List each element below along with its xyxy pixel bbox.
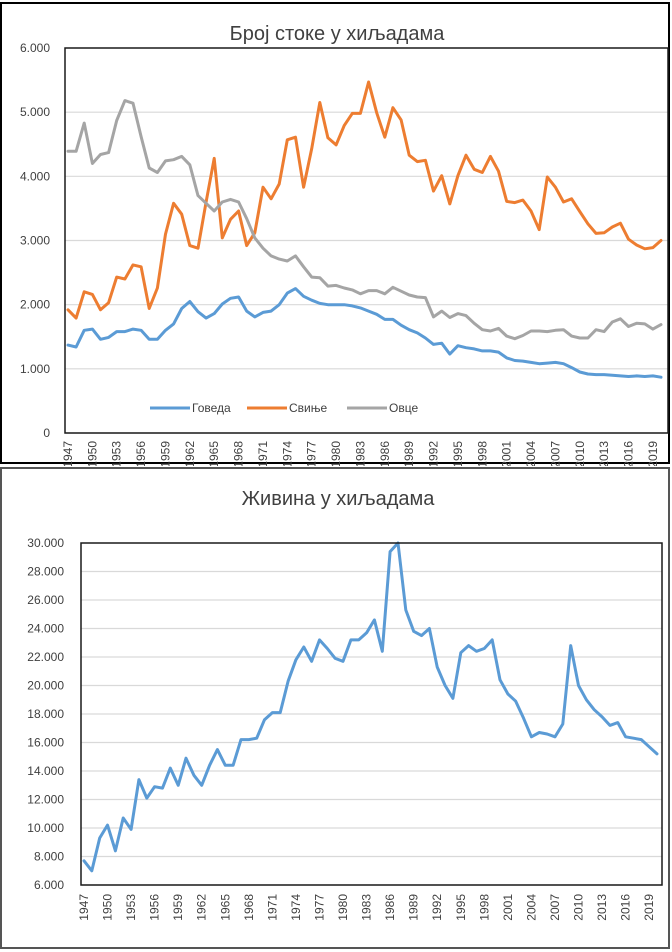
x-tick-label: 1992 [427, 441, 441, 466]
x-tick-label: 1986 [378, 441, 392, 466]
x-tick-label: 2016 [622, 441, 636, 466]
x-tick-label: 1992 [430, 894, 444, 921]
x-tick-label: 2016 [619, 894, 633, 921]
chart-title: Број стоке у хиљадама [230, 23, 446, 45]
x-tick-label: 1947 [61, 441, 75, 466]
x-tick-label: 1977 [305, 441, 319, 466]
x-tick-label: 1947 [77, 894, 91, 921]
y-tick-label: 0 [43, 426, 50, 440]
x-tick-label: 1971 [265, 894, 279, 921]
x-tick-label: 1968 [232, 441, 246, 466]
x-tick-label: 1953 [124, 894, 138, 921]
x-tick-label: 2001 [501, 894, 515, 921]
x-tick-label: 1998 [475, 441, 489, 466]
x-tick-label: 1983 [360, 894, 374, 921]
x-tick-label: 1974 [289, 894, 303, 921]
x-tick-label: 1995 [454, 894, 468, 921]
y-tick-label: 28.000 [27, 565, 64, 579]
x-tick-label: 1998 [477, 894, 491, 921]
x-tick-label: 2013 [597, 441, 611, 466]
legend-label: Овце [389, 401, 418, 415]
livestock-chart-panel: Број стоке у хиљадама 0 1.000 2.000 3.000 4.… [0, 2, 670, 464]
x-tick-label: 2019 [642, 894, 656, 921]
y-tick-label: 26.000 [27, 593, 64, 607]
x-tick-label: 1968 [242, 894, 256, 921]
x-tick-label: 2007 [548, 894, 562, 921]
x-tick-label: 2013 [595, 894, 609, 921]
y-tick-label: 10.000 [27, 821, 64, 835]
chart-title: Живина у хиљадама [242, 488, 436, 510]
x-tick-label: 1950 [85, 441, 99, 466]
series-line-Овце [68, 101, 661, 339]
x-tick-label: 2010 [572, 894, 586, 921]
x-tick-label: 1962 [183, 441, 197, 466]
y-tick-label: 18.000 [27, 707, 64, 721]
y-tick-label: 6.000 [20, 41, 50, 55]
x-tick-label: 2010 [573, 441, 587, 466]
x-tick-label: 1953 [110, 441, 124, 466]
y-tick-label: 1.000 [20, 362, 50, 376]
y-tick-label: 2.000 [20, 298, 50, 312]
x-tick-label: 1989 [407, 894, 421, 921]
x-tick-label: 1971 [256, 441, 270, 466]
series-line-Свиње [68, 82, 661, 318]
y-tick-label: 8.000 [34, 850, 64, 864]
x-tick-label: 1986 [383, 894, 397, 921]
x-tick-label: 1977 [312, 894, 326, 921]
y-tick-label: 22.000 [27, 650, 64, 664]
x-tick-label: 1983 [353, 441, 367, 466]
x-tick-label: 1962 [195, 894, 209, 921]
x-tick-label: 2004 [524, 441, 538, 466]
livestock-chart: Број стоке у хиљадама 0 1.000 2.000 3.000 4.… [2, 4, 672, 466]
y-tick-label: 3.000 [20, 234, 50, 248]
y-tick-label: 24.000 [27, 622, 64, 636]
x-tick-label: 2019 [646, 441, 660, 466]
x-tick-label: 1956 [148, 894, 162, 921]
x-tick-label: 1974 [280, 441, 294, 466]
y-tick-label: 16.000 [27, 736, 64, 750]
x-tick-label: 1995 [451, 441, 465, 466]
y-tick-label: 20.000 [27, 679, 64, 693]
poultry-chart: Живина у хиљадама 6.000 8.000 10.000 12.000… [2, 469, 672, 951]
poultry-chart-panel: Живина у хиљадама 6.000 8.000 10.000 12.000… [0, 467, 670, 949]
x-tick-label: 1956 [134, 441, 148, 466]
series-line-Говеда [68, 289, 661, 378]
x-tick-label: 2001 [500, 441, 514, 466]
x-tick-label: 1989 [402, 441, 416, 466]
x-tick-label: 1965 [207, 441, 221, 466]
y-tick-label: 6.000 [34, 878, 64, 892]
x-tick-label: 2007 [548, 441, 562, 466]
y-tick-label: 30.000 [27, 536, 64, 550]
legend-label: Свиње [289, 401, 327, 415]
x-tick-label: 1959 [158, 441, 172, 466]
y-tick-label: 14.000 [27, 764, 64, 778]
x-tick-label: 1980 [329, 441, 343, 466]
x-tick-label: 1980 [336, 894, 350, 921]
y-tick-label: 12.000 [27, 793, 64, 807]
legend-label: Говеда [192, 401, 231, 415]
legend: Говеда Свиње Овце [150, 401, 418, 415]
x-tick-label: 1965 [218, 894, 232, 921]
x-tick-label: 2004 [524, 894, 538, 921]
y-tick-label: 4.000 [20, 169, 50, 183]
x-tick-label: 1959 [171, 894, 185, 921]
series-line-Живина [84, 543, 657, 871]
y-tick-label: 5.000 [20, 105, 50, 119]
x-tick-label: 1950 [101, 894, 115, 921]
